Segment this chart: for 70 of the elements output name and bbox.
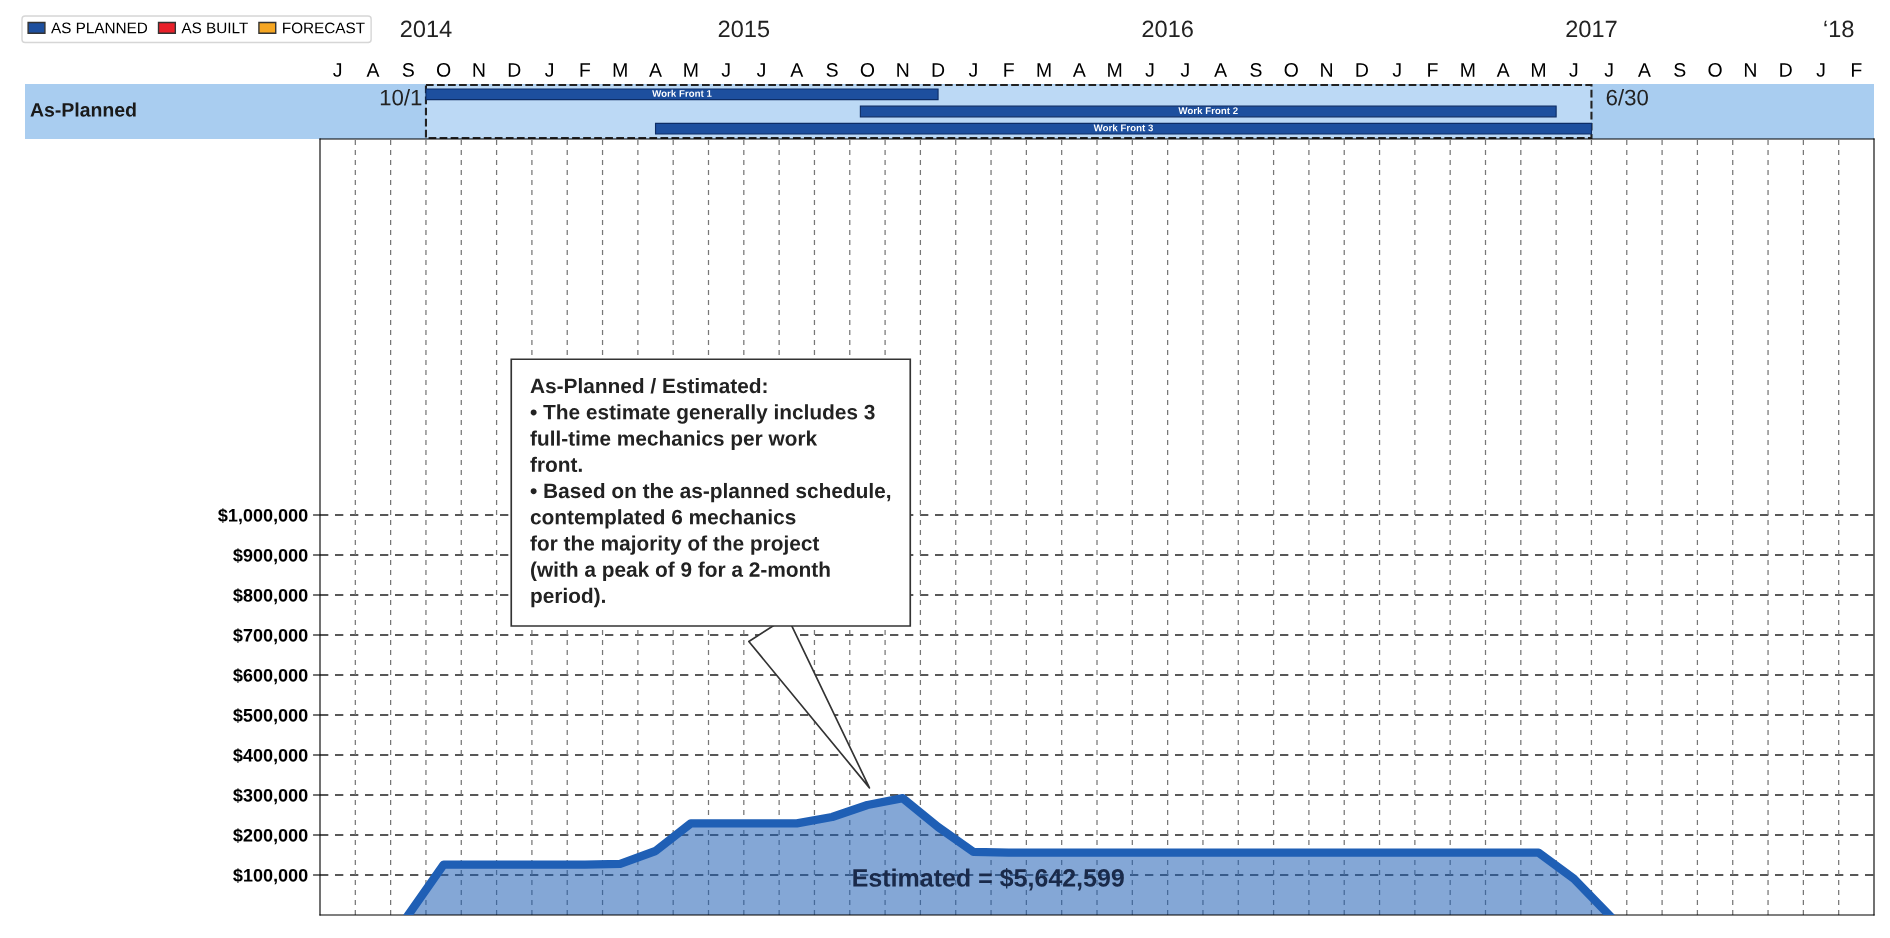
text: 2017 xyxy=(1566,20,1617,38)
x-tick-label: N xyxy=(897,63,909,77)
x-tick-label: D xyxy=(508,63,521,77)
text: 2015 xyxy=(718,20,770,38)
text: Work Front 3 xyxy=(1093,124,1154,132)
x-tick-label: J xyxy=(1569,63,1578,77)
x-tick-label: J xyxy=(1145,63,1154,77)
x-tick-label: J xyxy=(1180,63,1189,77)
x-tick-label: J xyxy=(721,63,730,77)
x-tick-label: A xyxy=(1637,63,1651,77)
x-tick-label: M xyxy=(1037,63,1051,77)
x-tick-label: F xyxy=(1428,63,1438,77)
x-tick-label: N xyxy=(1744,63,1756,77)
x-tick-label: S xyxy=(826,63,838,77)
x-tick-label: S xyxy=(1250,63,1262,77)
text: Work Front 1 xyxy=(652,89,712,97)
x-tick-label: J xyxy=(1604,63,1613,77)
y-tick-label: $500,000 xyxy=(233,708,308,725)
text: 2016 xyxy=(1142,20,1193,38)
x-tick-label: D xyxy=(1780,63,1792,77)
x-tick-label: A xyxy=(790,63,804,77)
x-tick-label: A xyxy=(1072,63,1086,77)
x-tick-label: N xyxy=(473,63,485,77)
y-tick-label: $100,000 xyxy=(233,868,308,885)
x-tick-label: J xyxy=(756,63,765,77)
x-tick-label: J xyxy=(968,63,977,77)
y-tick-label: $800,000 xyxy=(233,588,308,605)
x-tick-label: M xyxy=(684,63,698,77)
y-tick-label: $400,000 xyxy=(233,748,308,765)
x-tick-label: J xyxy=(1816,63,1825,77)
x-tick-label: M xyxy=(1531,63,1545,77)
legend-label: FORECAST xyxy=(283,22,365,34)
legend-label: AS PLANNED xyxy=(51,22,148,34)
x-tick-label: A xyxy=(649,63,662,77)
x-tick-label: O xyxy=(1708,63,1722,77)
text: 2014 xyxy=(400,20,452,38)
text: As-Planned xyxy=(30,102,136,117)
y-tick-label: $200,000 xyxy=(233,828,308,845)
x-tick-label: J xyxy=(333,63,342,77)
x-tick-label: S xyxy=(402,63,414,77)
x-tick-label: O xyxy=(860,63,875,77)
x-tick-label: S xyxy=(1674,63,1686,77)
x-tick-label: M xyxy=(1461,63,1475,77)
x-tick-label: D xyxy=(1356,63,1368,77)
y-tick-label: $300,000 xyxy=(233,788,308,805)
y-tick-label: $1,000,000 xyxy=(218,508,308,525)
x-tick-label: A xyxy=(1496,63,1510,77)
x-tick-label: O xyxy=(436,63,451,77)
x-tick-label: O xyxy=(1284,63,1298,77)
text: 10/1 xyxy=(380,89,422,106)
x-tick-label: M xyxy=(1108,63,1122,77)
x-tick-label: F xyxy=(580,63,591,77)
x-tick-label: N xyxy=(1321,63,1332,77)
x-tick-label: A xyxy=(366,63,380,77)
annotation: Estimated = $5,642,599 xyxy=(853,867,1124,891)
y-tick-label: $900,000 xyxy=(233,548,308,565)
text: Work Front 2 xyxy=(1178,106,1238,115)
y-tick-label: $600,000 xyxy=(233,668,308,685)
x-tick-label: J xyxy=(545,63,553,77)
text: ‘18 xyxy=(1824,20,1854,38)
y-tick-label: $700,000 xyxy=(233,628,308,645)
text: 6/30 xyxy=(1606,89,1648,106)
x-tick-label: A xyxy=(1214,63,1228,77)
text: As-Planned / Estimated: • The estimate generally includes 3 full-time mechanics per work front. • Based on the as-planned schedule, contemplated 6 mechanics for the majority of the project (with a peak of 9 for a 2-month period). xyxy=(530,378,891,608)
x-tick-label: J xyxy=(1392,63,1401,77)
legend-label: AS BUILT xyxy=(181,22,248,34)
x-tick-label: F xyxy=(1004,63,1014,77)
x-tick-label: F xyxy=(1852,63,1862,77)
x-tick-label: D xyxy=(932,63,945,77)
x-tick-label: M xyxy=(613,63,627,77)
